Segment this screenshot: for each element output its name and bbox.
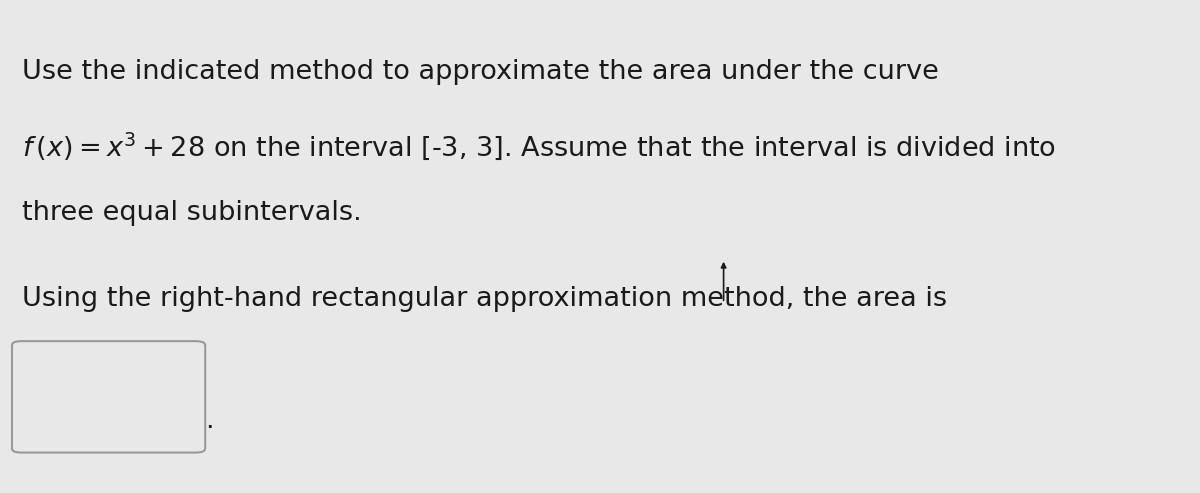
Text: .: . bbox=[205, 408, 214, 434]
FancyBboxPatch shape bbox=[12, 341, 205, 453]
Text: Use the indicated method to approximate the area under the curve: Use the indicated method to approximate … bbox=[22, 59, 938, 85]
Text: $f\,(x) = x^3 + 28$ on the interval [-3, 3]. Assume that the interval is divided: $f\,(x) = x^3 + 28$ on the interval [-3,… bbox=[22, 131, 1056, 162]
Text: Using the right-hand rectangular approximation method, the area is: Using the right-hand rectangular approxi… bbox=[22, 286, 947, 312]
Text: three equal subintervals.: three equal subintervals. bbox=[22, 200, 361, 226]
